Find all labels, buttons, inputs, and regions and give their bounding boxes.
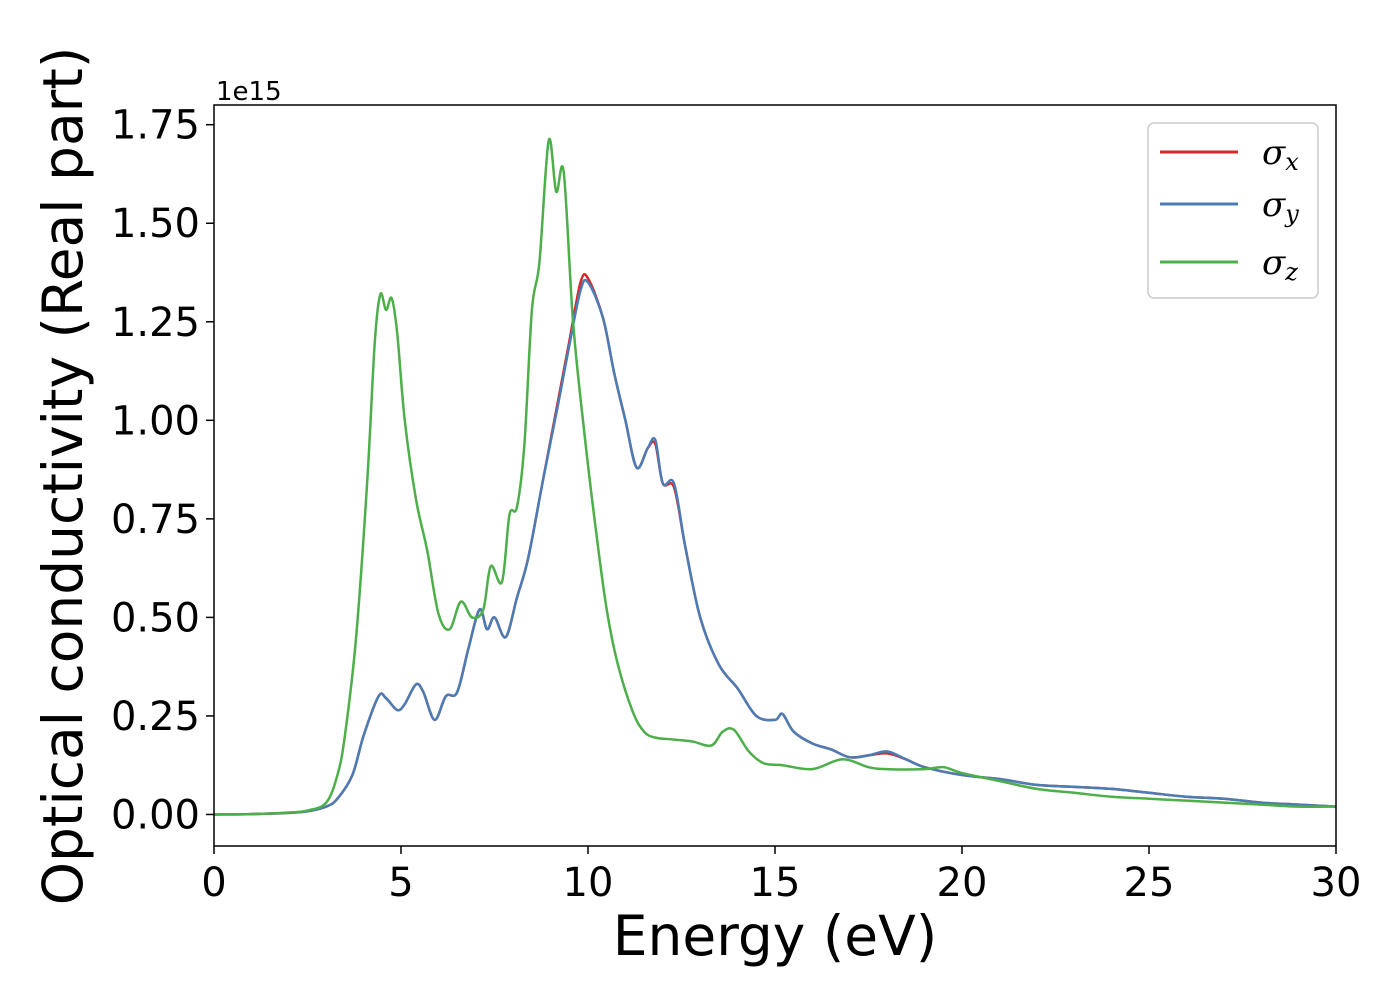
series-line-sigma-y — [213, 278, 1337, 816]
x-tick-label: 30 — [1311, 860, 1362, 906]
legend-label-sigma-z: σz — [1262, 243, 1298, 286]
x-axis-ticks: 0 5 10 15 20 25 30 — [201, 846, 1361, 906]
x-tick-label: 20 — [937, 860, 988, 906]
legend-symbol: σ — [1262, 133, 1286, 173]
series-line-sigma-z — [213, 137, 1337, 816]
y-tick-label: 1.25 — [111, 300, 200, 346]
y-offset-text: 1e15 — [216, 77, 282, 107]
x-axis-label: Energy (eV) — [613, 904, 937, 968]
legend-symbol: σ — [1262, 243, 1286, 283]
y-axis-ticks: 0.00 0.25 0.50 0.75 1.00 1.25 1.50 1.75 — [111, 103, 214, 838]
y-tick-label: 0.50 — [111, 595, 200, 641]
legend-subscript: y — [1284, 200, 1299, 228]
legend-entry-sigma-x: σx — [1160, 133, 1299, 176]
legend-entry-sigma-y: σy — [1160, 185, 1299, 228]
legend-symbol: σ — [1262, 185, 1286, 225]
legend-subscript: x — [1285, 148, 1299, 176]
legend-label-sigma-x: σx — [1262, 133, 1299, 176]
y-tick-label: 1.00 — [111, 398, 200, 444]
y-tick-label: 1.75 — [111, 103, 200, 149]
x-tick-label: 10 — [563, 860, 614, 906]
x-tick-label: 15 — [750, 860, 801, 906]
plot-lines — [213, 137, 1337, 816]
y-tick-label: 0.75 — [111, 497, 200, 543]
y-tick-label: 1.50 — [111, 201, 200, 247]
y-tick-label: 0.25 — [111, 694, 200, 740]
y-axis-label: Optical conductivity (Real part) — [31, 47, 95, 906]
x-tick-label: 5 — [388, 860, 413, 906]
legend-subscript: z — [1284, 258, 1298, 286]
legend-box — [1147, 122, 1319, 299]
legend-entry-sigma-z: σz — [1160, 243, 1298, 286]
x-tick-label: 25 — [1124, 860, 1175, 906]
legend: σx σy σz — [1147, 122, 1319, 299]
y-tick-label: 0.00 — [111, 792, 200, 838]
legend-label-sigma-y: σy — [1262, 185, 1299, 228]
x-tick-label: 0 — [201, 860, 226, 906]
